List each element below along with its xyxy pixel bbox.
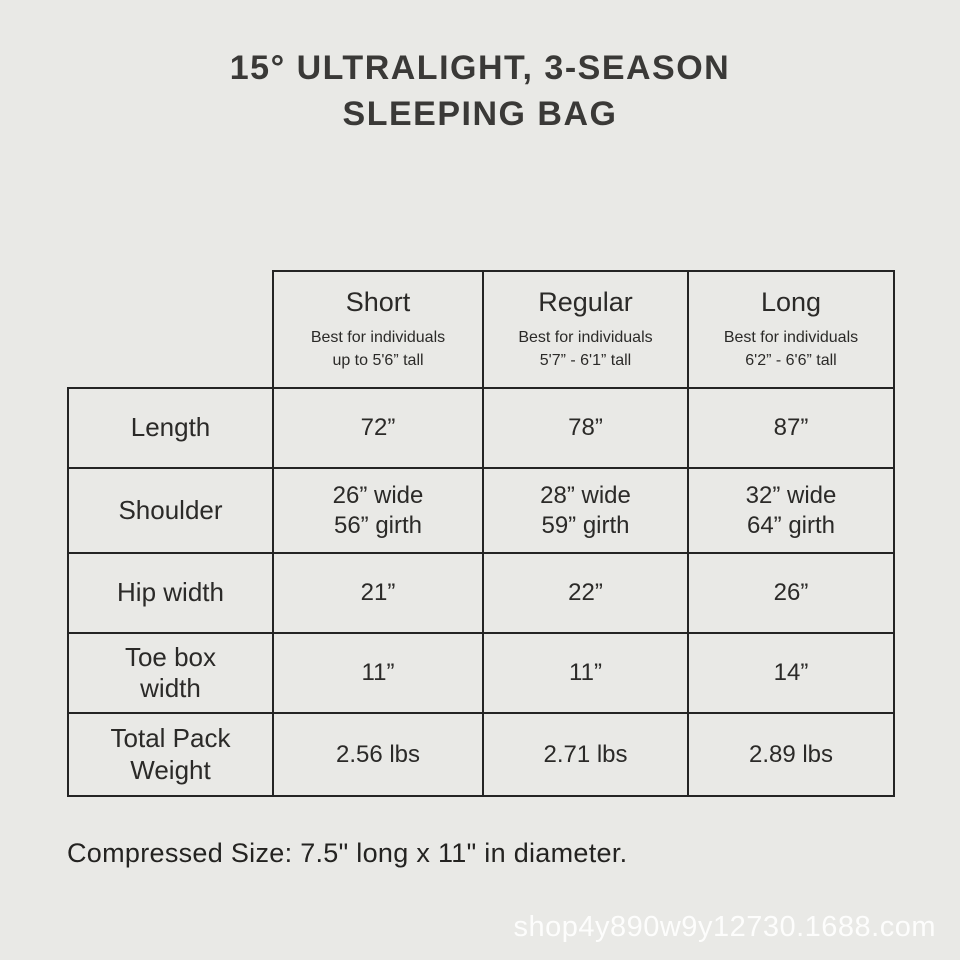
table-corner-cell bbox=[68, 271, 273, 388]
value-length-short: 72” bbox=[272, 387, 484, 469]
row-label-toe-box-width: Toe box width bbox=[67, 632, 274, 714]
watermark-text: shop4y890w9y12730.1688.com bbox=[513, 911, 936, 943]
row-label-hip-width: Hip width bbox=[67, 552, 274, 634]
page-title: 15° ULTRALIGHT, 3-SEASON SLEEPING BAG bbox=[229, 49, 731, 133]
column-note: Best for individuals 5'7” - 6'1” tall bbox=[518, 329, 653, 369]
value-weight-regular: 2.71 lbs bbox=[482, 712, 689, 797]
value-hip-regular: 22” bbox=[482, 552, 689, 634]
table-header-row: Short Best for individuals up to 5'6” ta… bbox=[68, 270, 895, 389]
value-shoulder-regular: 28” wide 59” girth bbox=[482, 467, 689, 554]
table-row-total-pack-weight: Total Pack Weight 2.56 lbs 2.71 lbs 2.89… bbox=[67, 712, 895, 797]
value-toe-short: 11” bbox=[272, 632, 484, 714]
table-row-toe-box-width: Toe box width 11” 11” 14” bbox=[67, 632, 895, 714]
value-toe-long: 14” bbox=[687, 632, 895, 714]
table-row-length: Length 72” 78” 87” bbox=[67, 387, 895, 469]
column-note: Best for individuals 6'2” - 6'6” tall bbox=[723, 329, 859, 369]
column-name: Short bbox=[345, 287, 411, 318]
column-name: Regular bbox=[538, 287, 633, 318]
value-shoulder-short: 26” wide 56” girth bbox=[272, 467, 484, 554]
value-length-regular: 78” bbox=[482, 387, 689, 469]
column-header-short: Short Best for individuals up to 5'6” ta… bbox=[272, 270, 484, 389]
row-label-length: Length bbox=[67, 387, 274, 469]
column-note: Best for individuals up to 5'6” tall bbox=[310, 329, 446, 369]
value-weight-long: 2.89 lbs bbox=[687, 712, 895, 797]
column-name: Long bbox=[760, 287, 822, 318]
value-toe-regular: 11” bbox=[482, 632, 689, 714]
column-header-regular: Regular Best for individuals 5'7” - 6'1”… bbox=[482, 270, 689, 389]
value-shoulder-long: 32” wide 64” girth bbox=[687, 467, 895, 554]
value-length-long: 87” bbox=[687, 387, 895, 469]
compressed-size-note: Compressed Size: 7.5" long x 11" in diam… bbox=[67, 838, 628, 868]
table-row-hip-width: Hip width 21” 22” 26” bbox=[67, 552, 895, 634]
value-weight-short: 2.56 lbs bbox=[272, 712, 484, 797]
row-label-total-pack-weight: Total Pack Weight bbox=[67, 712, 274, 797]
value-hip-long: 26” bbox=[687, 552, 895, 634]
row-label-shoulder: Shoulder bbox=[67, 467, 274, 554]
table-row-shoulder: Shoulder 26” wide 56” girth 28” wide 59”… bbox=[67, 467, 895, 554]
size-spec-table: Short Best for individuals up to 5'6” ta… bbox=[67, 270, 895, 797]
value-hip-short: 21” bbox=[272, 552, 484, 634]
column-header-long: Long Best for individuals 6'2” - 6'6” ta… bbox=[687, 270, 895, 389]
